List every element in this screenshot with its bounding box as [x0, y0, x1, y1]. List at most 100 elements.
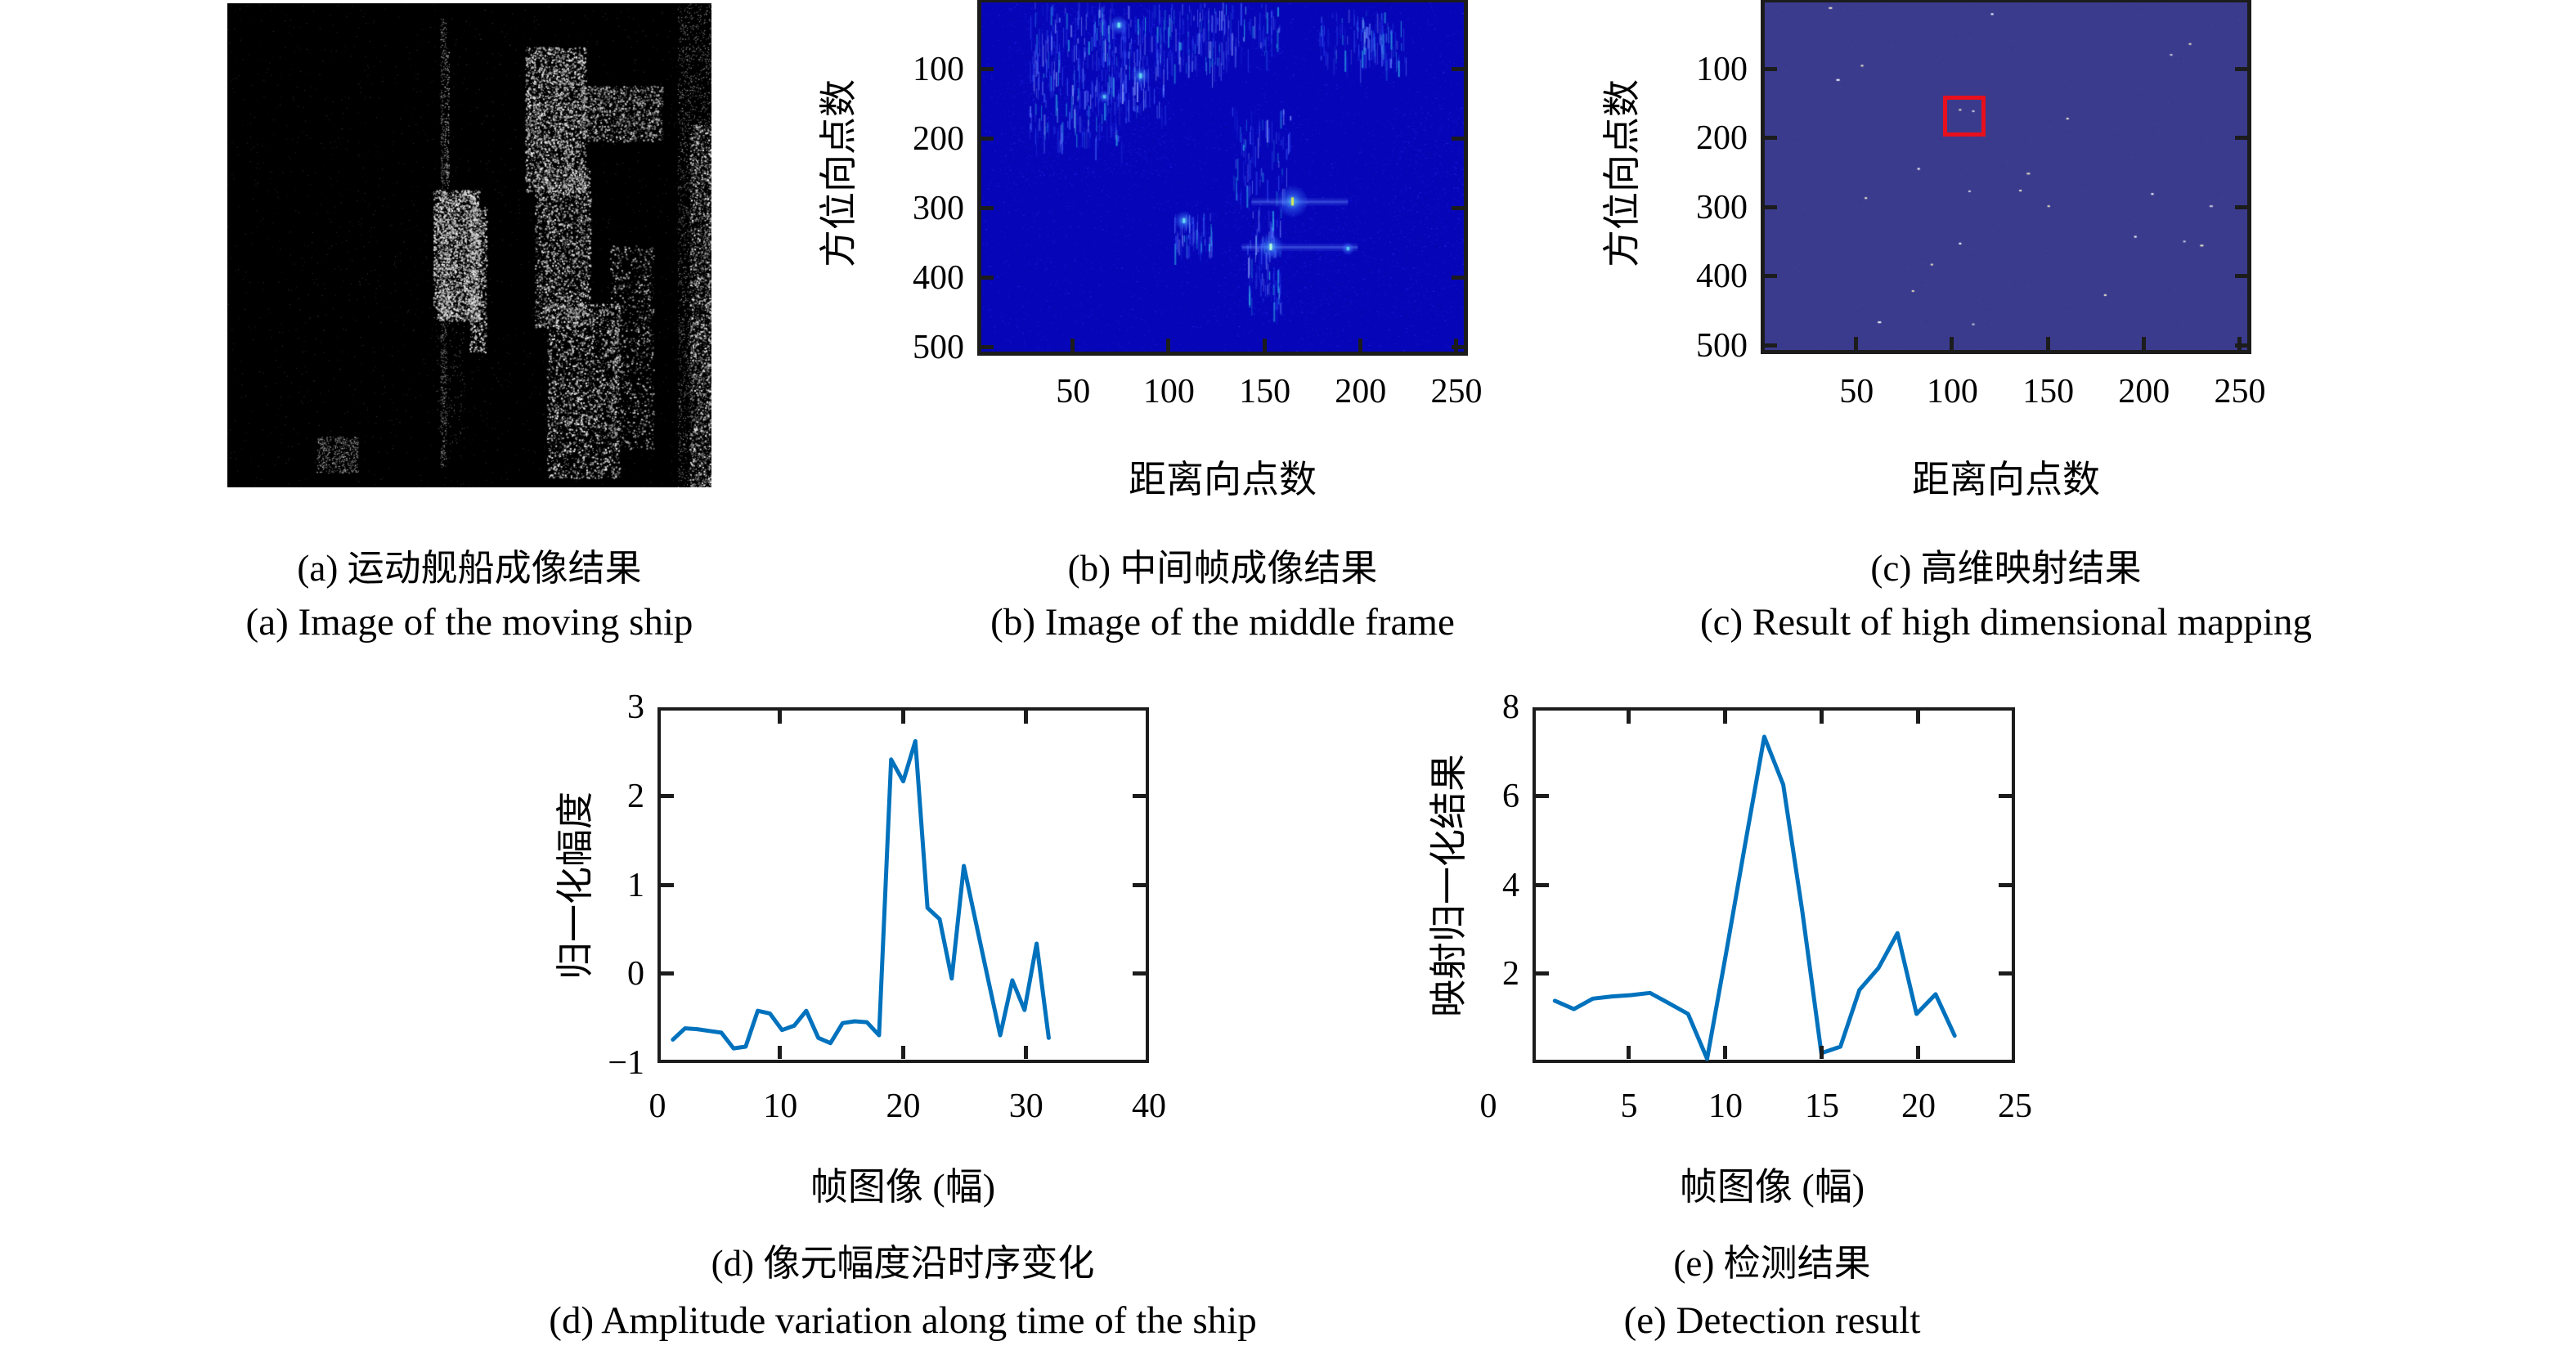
y-tick-label: 2: [1502, 955, 1519, 993]
mapping-result-panel: [1761, 0, 2251, 354]
caption-a-en: (a) Image of the moving ship: [245, 601, 693, 644]
detection-xlabel: 帧图像 (幅): [1679, 1166, 1865, 1208]
y-tick-label: 0: [627, 955, 644, 993]
x-tick-mark: [1854, 337, 1859, 350]
y-tick-mark: [661, 971, 674, 976]
y-tick-label: 200: [913, 119, 964, 158]
x-tick-label: 30: [1008, 1088, 1043, 1125]
y-tick-mark: [2235, 66, 2248, 71]
y-tick-label: 6: [1502, 777, 1519, 815]
y-tick-mark: [1764, 136, 1777, 141]
detection-plot-canvas: [1552, 734, 1957, 1061]
middle-frame-xlabel: 距离向点数: [1129, 459, 1317, 500]
x-tick-mark: [1070, 339, 1075, 352]
x-tick-mark: [1023, 711, 1028, 724]
y-tick-label: 4: [1502, 866, 1519, 904]
x-tick-label: 150: [1239, 373, 1291, 410]
x-tick-mark: [1262, 339, 1267, 352]
detection-region-box: [1943, 96, 1986, 137]
x-tick-label: 25: [1998, 1088, 2032, 1125]
x-tick-mark: [778, 711, 783, 724]
x-tick-mark: [778, 1046, 783, 1059]
x-tick-mark: [2141, 337, 2146, 350]
caption-b-en: (b) Image of the middle frame: [990, 601, 1455, 644]
middle-frame-panel: [977, 0, 1468, 356]
x-tick-mark: [1627, 711, 1631, 724]
y-tick-mark: [2235, 204, 2248, 209]
x-tick-mark: [1916, 711, 1920, 724]
x-tick-mark: [1820, 711, 1824, 724]
x-tick-mark: [1723, 711, 1727, 724]
x-tick-label: 50: [1056, 373, 1091, 410]
caption-c-zh: (c) 高维映射结果: [1870, 548, 2142, 589]
sar-ship-image: [227, 3, 711, 487]
y-tick-mark: [1452, 205, 1465, 210]
y-tick-mark: [1133, 971, 1146, 976]
y-tick-mark: [1133, 882, 1146, 887]
x-tick-label: 0: [648, 1088, 666, 1125]
y-tick-label: 2: [627, 777, 644, 815]
x-tick-mark: [1820, 1046, 1824, 1059]
caption-b-zh: (b) 中间帧成像结果: [1067, 548, 1378, 589]
x-tick-mark: [1023, 1046, 1028, 1059]
x-tick-mark: [1723, 1046, 1727, 1059]
x-tick-label: 250: [1430, 373, 1483, 410]
y-tick-mark: [1999, 971, 2012, 976]
amplitude-plot: [657, 707, 1149, 1063]
amplitude-plot-canvas: [671, 738, 1051, 1051]
y-tick-mark: [1764, 274, 1777, 279]
y-tick-label: 300: [1696, 188, 1748, 226]
y-tick-label: 3: [627, 688, 644, 726]
y-tick-label: 100: [1696, 50, 1748, 88]
y-tick-mark: [1999, 793, 2012, 798]
x-tick-label: 10: [763, 1088, 798, 1125]
x-tick-label: 10: [1708, 1088, 1743, 1125]
y-tick-label: 8: [1502, 688, 1519, 726]
x-tick-label: 100: [1142, 373, 1195, 410]
y-tick-label: −1: [608, 1044, 644, 1082]
y-tick-mark: [981, 344, 994, 349]
x-tick-label: 200: [2118, 373, 2170, 410]
y-tick-label: 400: [913, 258, 964, 297]
amplitude-xlabel: 帧图像 (幅): [810, 1166, 996, 1208]
y-tick-mark: [661, 793, 674, 798]
y-tick-label: 400: [1696, 258, 1748, 296]
y-tick-mark: [1452, 136, 1465, 141]
caption-d-zh: (d) 像元幅度沿时序变化: [711, 1243, 1095, 1284]
y-tick-mark: [981, 66, 994, 71]
x-tick-label: 150: [2022, 373, 2075, 410]
y-tick-mark: [1536, 971, 1549, 976]
caption-e-zh: (e) 检测结果: [1673, 1243, 1871, 1284]
y-tick-label: 200: [1696, 119, 1748, 158]
mapping-ylabel: 方位向点数: [1601, 79, 1643, 267]
mapping-result-image: [1765, 2, 2247, 350]
y-tick-mark: [2235, 136, 2248, 141]
mapping-xlabel: 距离向点数: [1912, 459, 2100, 500]
y-tick-mark: [981, 136, 994, 141]
x-tick-label: 100: [1926, 373, 1978, 410]
y-tick-mark: [2235, 343, 2248, 348]
y-tick-label: 500: [1696, 326, 1748, 365]
x-tick-label: 0: [1479, 1088, 1497, 1125]
y-tick-label: 500: [913, 328, 964, 366]
x-tick-mark: [1916, 1046, 1920, 1059]
x-tick-mark: [900, 1046, 905, 1059]
middle-frame-image: [981, 2, 1464, 352]
y-tick-mark: [1764, 66, 1777, 71]
y-tick-mark: [1452, 275, 1465, 280]
x-tick-label: 250: [2214, 373, 2266, 410]
y-tick-mark: [1133, 793, 1146, 798]
x-tick-mark: [2045, 337, 2050, 350]
caption-e-en: (e) Detection result: [1623, 1299, 1921, 1342]
y-tick-mark: [1764, 343, 1777, 348]
x-tick-label: 200: [1335, 373, 1387, 410]
x-tick-label: 20: [886, 1088, 921, 1125]
y-tick-label: 300: [913, 189, 964, 227]
amplitude-series-line: [671, 738, 1051, 1051]
x-tick-label: 15: [1805, 1088, 1839, 1125]
y-tick-mark: [1452, 344, 1465, 349]
x-tick-mark: [1358, 339, 1362, 352]
y-tick-mark: [661, 882, 674, 887]
x-tick-mark: [1950, 337, 1954, 350]
